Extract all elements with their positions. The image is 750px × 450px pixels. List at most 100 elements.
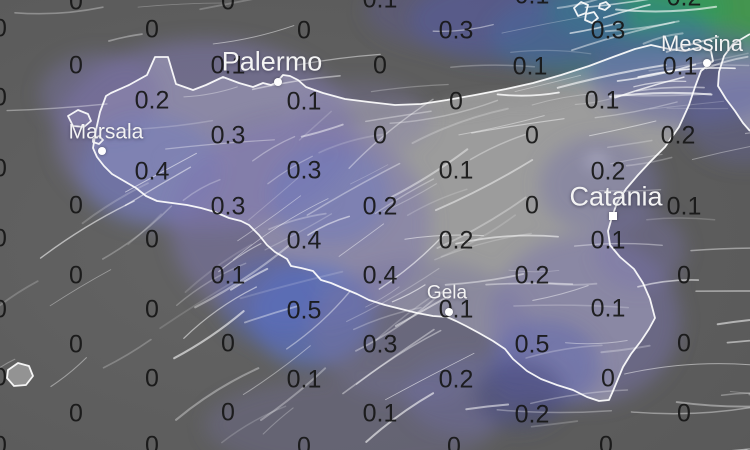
wind-streak [539,281,598,286]
wind-streak [102,338,152,369]
wind-streak [306,162,401,216]
wind-streak [232,198,329,261]
wind-streak [633,80,687,88]
wind-streak [432,23,494,32]
wind-streak [183,86,238,98]
wind-streak [501,15,587,34]
wind-streak [716,319,750,326]
coastlines [6,1,750,402]
wind-streak [646,217,716,221]
wind-streak [237,195,302,242]
wind-streak [589,120,657,137]
wind-streak [374,293,437,342]
wind-streak [251,75,341,91]
wind-streak [127,213,162,246]
wind-streak [370,83,449,93]
wind-streak [114,119,214,131]
wind-streak [264,213,333,251]
wind-streak [176,262,247,306]
pantelleria-island [7,363,33,386]
wind-streak [525,344,603,359]
wind-streak [183,286,258,339]
wind-streak [388,148,469,200]
wind-streak [182,178,221,202]
wind-streak [268,212,327,231]
wind-streak [318,133,384,154]
wind-streak [600,344,651,354]
wind-streak [458,115,545,136]
wind-streak [173,310,245,360]
wind-streak [125,152,197,193]
wind-streak [295,53,381,66]
wind-streak [342,328,435,395]
wind-streak [394,294,451,327]
wind-streak [221,405,287,444]
wind-streak [260,367,327,422]
wind-streak [530,389,629,405]
wind-streak [436,196,527,249]
wind-streak [691,145,750,160]
wind-streak [383,183,437,213]
wind-streak [346,267,440,323]
wind-streak [6,103,108,112]
wind-streak [609,91,713,98]
wind-streak [0,280,39,307]
wind-streak [690,247,750,252]
wind-streak [365,286,400,308]
wind-streak [440,214,516,258]
wind-streak [603,3,651,19]
wind-streak [159,281,233,330]
wind-streak [389,99,499,125]
wind-streak [469,133,526,161]
wind-streak [584,0,649,9]
wind-streak [365,110,432,123]
wind-streak [298,110,332,141]
wind-streak [465,403,510,411]
wind-streak [616,63,697,82]
wind-streak [444,273,525,286]
wind-streak [434,159,534,212]
wind-streak [649,100,725,110]
wind-streak [471,118,565,134]
wind-streak [720,392,750,397]
wind-streak [184,243,253,293]
wind-streak [565,340,628,345]
wind-streak [391,284,426,303]
wind-streak [348,98,434,169]
wind-streak [574,95,620,106]
wind-streak [665,35,719,53]
wind-streak [599,189,662,192]
wind-streak [496,91,560,97]
wind-streak [352,306,422,331]
wind-streak [705,55,749,70]
wind-streak [244,305,300,324]
wind-streak [637,67,736,78]
wind-streak [571,21,675,52]
wind-streak [513,304,630,309]
wind-streak [338,223,385,257]
wind-streak [212,25,295,45]
wind-streak [378,231,448,290]
wind-streak [556,64,667,89]
wind-streak [594,101,678,119]
wind-streak [510,49,592,55]
wind-streak [39,200,135,259]
wind-streak [252,135,296,162]
wind-streak [199,0,254,11]
wind-streak [648,52,749,72]
wind-streak [485,282,574,286]
wind-streak [607,139,653,149]
wind-streak [14,6,104,15]
wind-streak [108,33,143,42]
wind-streak [81,182,149,225]
wind-streak [624,363,750,375]
wind-streak [247,177,299,221]
wind-streak [675,401,750,408]
wind-streak [573,242,663,247]
wind-streak [194,243,291,309]
wind-streak [102,205,173,260]
wind-streak [514,74,582,92]
wind-streak [406,188,468,217]
